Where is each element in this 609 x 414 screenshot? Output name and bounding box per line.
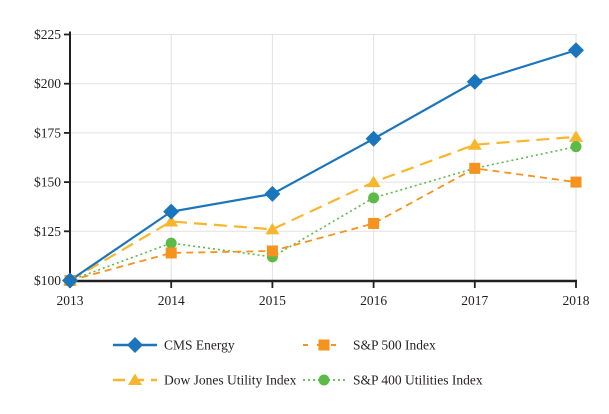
legend-item-cms-energy-marker [127, 337, 143, 353]
series-marker-s-p-500-index [570, 176, 582, 188]
legend-label-s-p-500-index: S&P 500 Index [353, 338, 436, 353]
series-marker-cms-energy [466, 73, 483, 90]
legend-item-dow-jones-utility-index-marker [128, 373, 142, 385]
legend-label-dow-jones-utility-index: Dow Jones Utility Index [164, 373, 297, 388]
series-marker-s-p-500-index [469, 162, 481, 174]
series-marker-dow-jones-utility-index [467, 138, 482, 150]
x-tick-label: 2017 [461, 293, 488, 308]
y-tick-label: $200 [34, 76, 61, 91]
series-marker-cms-energy [365, 130, 382, 147]
y-tick-label: $100 [34, 273, 61, 288]
series-marker-cms-energy [62, 272, 78, 289]
series-marker-dow-jones-utility-index [164, 214, 179, 227]
y-tick-label: $150 [34, 175, 61, 190]
series-marker-cms-energy [163, 203, 180, 220]
series-marker-dow-jones-utility-index [366, 175, 381, 188]
series-marker-s-p-400-utilities-index [165, 237, 177, 249]
series-marker-s-p-500-index [368, 217, 380, 229]
y-tick-label: $225 [34, 27, 61, 42]
x-tick-label: 2018 [563, 293, 590, 308]
x-tick-label: 2015 [259, 293, 286, 308]
series-marker-s-p-400-utilities-index [570, 141, 582, 153]
y-tick-label: $175 [34, 125, 61, 140]
series-marker-dow-jones-utility-index [569, 130, 583, 142]
series-marker-s-p-400-utilities-index [368, 192, 380, 204]
legend-label-cms-energy: CMS Energy [164, 338, 235, 353]
x-tick-label: 2016 [360, 293, 387, 308]
legend-item-s-p-500-index-marker [318, 339, 330, 351]
series-line-cms-energy [69, 49, 577, 282]
series-marker-s-p-500-index [266, 245, 278, 257]
series-marker-s-p-500-index [165, 247, 177, 259]
y-tick-label: $125 [34, 224, 61, 239]
series-line-s-p-500-index [69, 167, 577, 282]
series-marker-cms-energy [568, 42, 584, 59]
series-marker-cms-energy [264, 185, 281, 202]
legend-item-s-p-400-utilities-index-marker [318, 374, 330, 386]
series-marker-dow-jones-utility-index [265, 222, 280, 235]
x-tick-label: 2014 [158, 293, 185, 308]
legend-label-s-p-400-utilities-index: S&P 400 Utilities Index [353, 373, 483, 388]
x-tick-label: 2013 [57, 293, 84, 308]
